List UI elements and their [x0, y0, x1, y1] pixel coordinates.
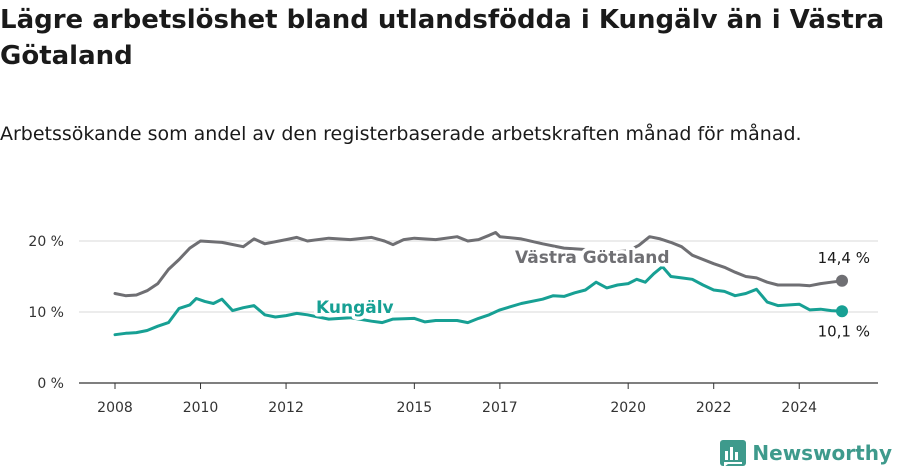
brand-name: Newsworthy	[752, 441, 892, 465]
x-tick-label: 2015	[397, 400, 433, 416]
series-line-vastra-gotaland	[113, 231, 844, 298]
x-tick-label: 2022	[696, 400, 732, 416]
newsworthy-logo-icon	[720, 440, 747, 467]
x-tick-label: 2008	[97, 400, 133, 416]
brand-logo: Newsworthy	[720, 438, 892, 468]
y-tick-label: 20 %	[28, 234, 64, 250]
end-label-vastra-gotaland: 14,4 %	[818, 249, 870, 267]
end-label-kungalv: 10,1 %	[818, 322, 870, 340]
axes: 0 % 10 % 20 % 2008 2010 2012 2015 2017 2020 2022 2…	[28, 234, 878, 416]
x-tick-label: 2012	[268, 400, 304, 416]
grid-lines	[79, 240, 878, 313]
x-tick-label: 2010	[183, 400, 219, 416]
series-lines	[113, 231, 848, 337]
series-label-kungalv: Kungälv	[316, 298, 394, 318]
end-marker-kungalv	[836, 305, 848, 318]
series-label-vastra-gotaland: Västra Götaland	[515, 248, 670, 268]
y-tick-label: 10 %	[28, 305, 64, 321]
y-tick-label: 0 %	[37, 376, 64, 392]
series-label-halo-kungalv: Kungälv	[316, 298, 394, 318]
series-line-kungalv	[113, 265, 844, 337]
x-tick-label: 2020	[610, 400, 646, 416]
chart-title: Lägre arbetslöshet bland utlandsfödda i …	[0, 5, 885, 71]
end-marker-vastra-gotaland	[836, 274, 848, 287]
x-tick-label: 2024	[781, 400, 817, 416]
series-label-halo-vastra-gotaland: Västra Götaland	[515, 248, 670, 268]
chart-subtitle: Arbetssökande som andel av den registerb…	[0, 123, 802, 145]
x-tick-label: 2017	[482, 400, 518, 416]
